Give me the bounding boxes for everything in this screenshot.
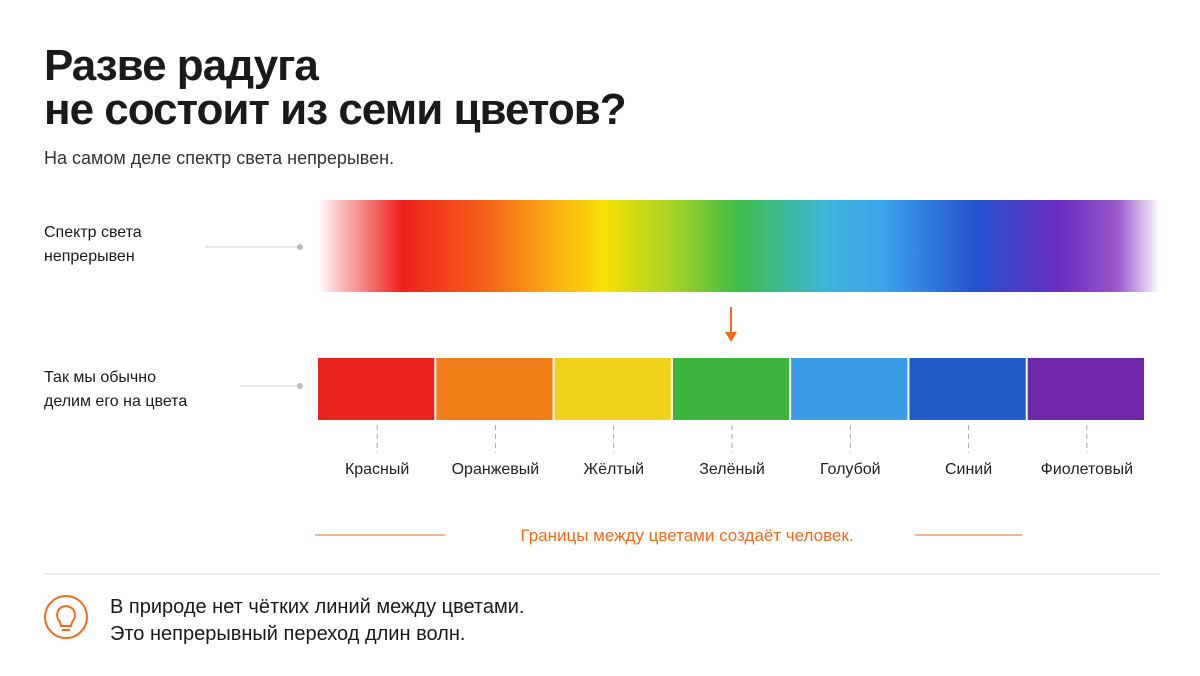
connector-dot (297, 383, 303, 389)
color-segment (791, 358, 908, 420)
subtitle: На самом деле спектр света непрерывен. (44, 148, 394, 168)
segment-label: Красный (345, 461, 409, 478)
arrow-head (725, 332, 737, 342)
footer-line: В природе нет чётких линий между цветами… (110, 596, 524, 618)
color-segment (672, 358, 790, 420)
row-label: непрерывен (44, 248, 135, 265)
segment-label: Жёлтый (583, 461, 644, 478)
row-label: Спектр света (44, 224, 142, 241)
color-segment (436, 358, 553, 420)
bulb-icon (44, 595, 88, 639)
color-segment (1027, 358, 1144, 420)
title-line: Разве радуга (44, 41, 319, 90)
color-segment (909, 358, 1026, 420)
row-label: Так мы обычно (44, 369, 156, 386)
title-line: не состоит из семи цветов? (44, 85, 626, 134)
segment-label: Зелёный (699, 461, 765, 478)
connector-dot (297, 244, 303, 250)
segment-label: Голубой (820, 461, 881, 478)
segments: Красный Оранжевый Жёлтый Зелёный Голубой Сини… (318, 358, 1144, 478)
footer-line: Это непрерывный переход длин волн. (110, 623, 465, 645)
note: Границы между цветами создаёт человек. (520, 526, 853, 545)
row-label: делим его на цвета (44, 393, 187, 410)
spectrum-bar (318, 200, 1160, 292)
segment-label: Фиолетовый (1041, 461, 1133, 478)
color-segment (318, 358, 435, 420)
color-segment (554, 358, 671, 420)
segment-label: Оранжевый (452, 461, 540, 478)
segment-label: Синий (945, 461, 992, 478)
